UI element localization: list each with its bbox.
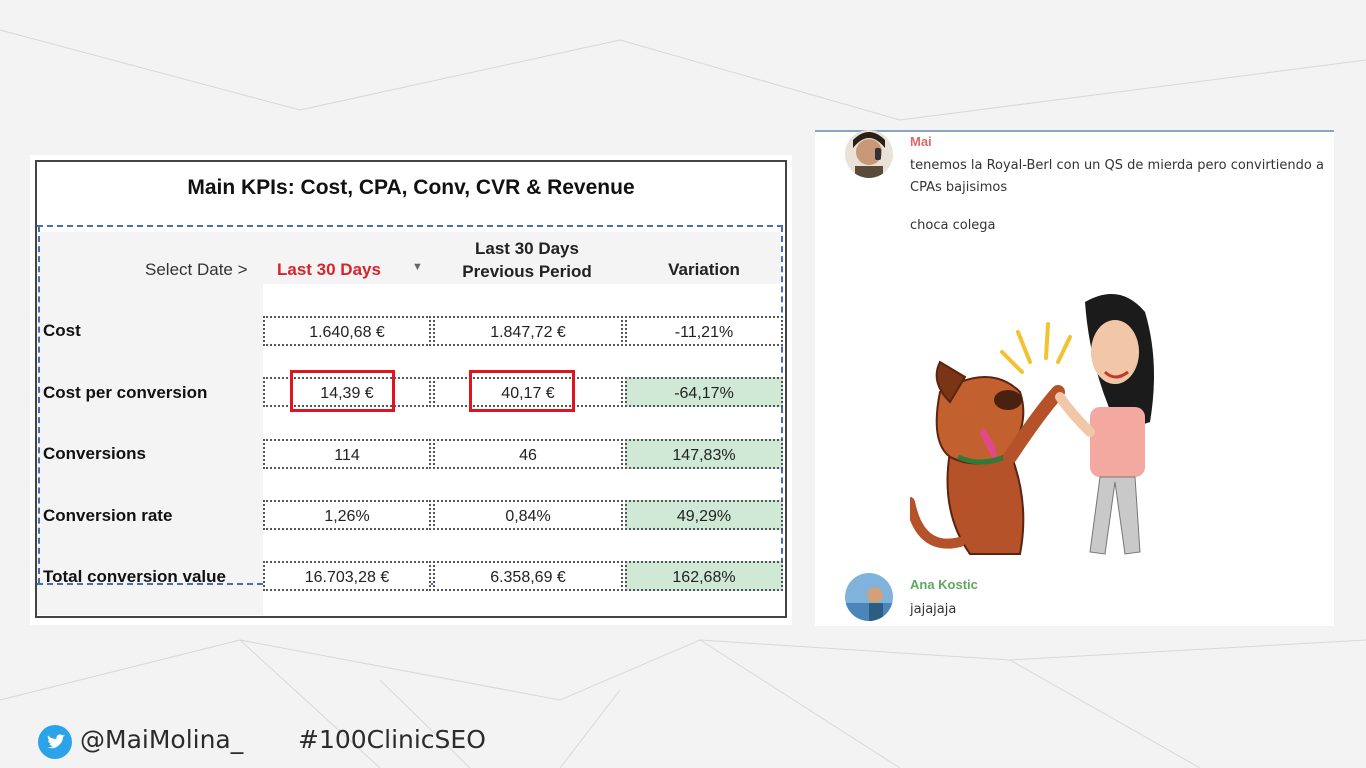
- highlight-cpa-current: [290, 370, 395, 412]
- cell-cvr-variation: 49,29%: [625, 500, 783, 530]
- row-label-conversions: Conversions: [43, 444, 146, 463]
- cell-value-variation: 162,68%: [625, 561, 783, 591]
- row-label-total-value: Total conversion value: [43, 567, 226, 586]
- row-label-cpa: Cost per conversion: [43, 383, 208, 402]
- chat-top-divider: [815, 130, 1334, 132]
- kpi-report-panel: Main KPIs: Cost, CPA, Conv, CVR & Revenu…: [30, 155, 792, 625]
- cell-value-previous: 6.358,69 €: [433, 561, 623, 591]
- date-range-dropdown[interactable]: Last 30 Days: [277, 260, 381, 279]
- previous-period-header-line2: Previous Period: [462, 262, 592, 281]
- kpi-title: Main KPIs: Cost, CPA, Conv, CVR & Revenu…: [187, 176, 635, 199]
- cell-cost-previous: 1.847,72 €: [433, 316, 623, 346]
- cell-conversions-variation: 147,83%: [625, 439, 783, 469]
- message-ana: jajajaja: [910, 602, 957, 617]
- cell-conversions-previous: 46: [433, 439, 623, 469]
- cell-cvr-previous: 0,84%: [433, 500, 623, 530]
- row-label-cost: Cost: [43, 321, 81, 340]
- header-row-bg: [263, 232, 781, 284]
- highlight-cpa-previous: [469, 370, 575, 412]
- cell-cpa-previous: 40,17 €: [433, 377, 623, 407]
- cell-cost-current: 1.640,68 €: [263, 316, 431, 346]
- hashtag[interactable]: #100ClinicSEO: [298, 725, 486, 754]
- label-column-bg: [37, 232, 263, 615]
- message-mai-followup: choca colega: [910, 218, 996, 233]
- avatar-mai-image: [845, 130, 893, 178]
- chat-panel: Mai tenemos la Royal-Berl con un QS de m…: [815, 130, 1334, 626]
- left-dashed-border: [38, 226, 40, 584]
- message-mai-line2: CPAs bajisimos: [910, 180, 1008, 195]
- twitter-bird-icon[interactable]: [38, 725, 72, 759]
- variation-header: Variation: [668, 260, 740, 279]
- dropdown-caret-icon[interactable]: ▼: [412, 261, 423, 273]
- top-dashed-border: [37, 225, 783, 227]
- twitter-handle[interactable]: @MaiMolina_: [80, 725, 244, 754]
- kpi-table: Main KPIs: Cost, CPA, Conv, CVR & Revenu…: [35, 160, 787, 618]
- cell-value-current: 16.703,28 €: [263, 561, 431, 591]
- high-five-sticker: [910, 294, 1154, 555]
- avatar-mai[interactable]: [845, 130, 893, 178]
- cell-cvr-current: 1,26%: [263, 500, 431, 530]
- cell-conversions-current: 114: [263, 439, 431, 469]
- cell-cpa-variation: -64,17%: [625, 377, 783, 407]
- avatar-ana-image: [845, 573, 893, 621]
- previous-period-header: Last 30 Days Previous Period: [437, 237, 617, 283]
- avatar-ana-kostic[interactable]: [845, 573, 893, 621]
- username-mai[interactable]: Mai: [910, 134, 932, 149]
- row-label-conversion-rate: Conversion rate: [43, 506, 173, 525]
- previous-period-header-line1: Last 30 Days: [475, 239, 579, 258]
- select-date-label: Select Date >: [145, 260, 248, 279]
- message-mai-line1: tenemos la Royal-Berl con un QS de mierd…: [910, 158, 1324, 173]
- username-ana-kostic[interactable]: Ana Kostic: [910, 577, 978, 592]
- cell-cost-variation: -11,21%: [625, 316, 783, 346]
